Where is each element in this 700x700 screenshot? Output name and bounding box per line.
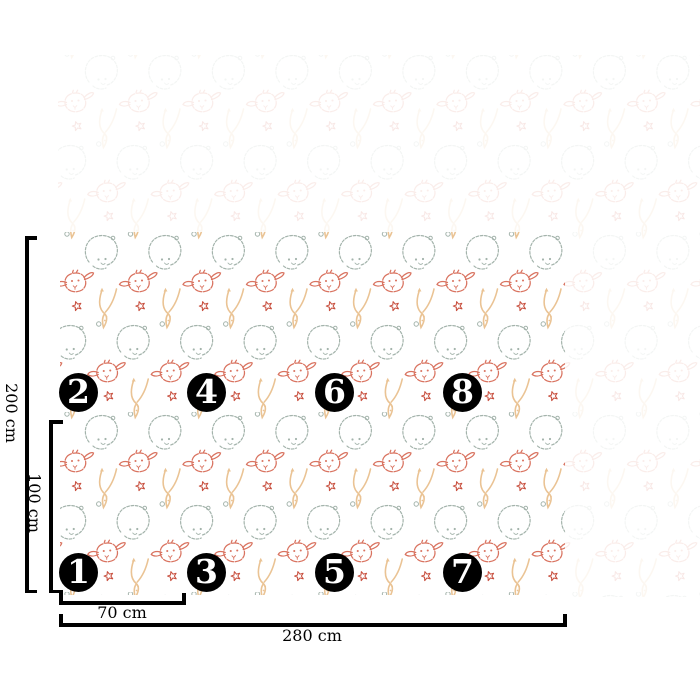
panel-height-bracket <box>49 420 53 593</box>
panel-marker-5: 5 <box>315 553 354 592</box>
panel-height-label: 100 cm <box>25 473 44 533</box>
panel-marker-6: 6 <box>315 373 354 412</box>
panel-width-bracket-left-tick <box>59 593 63 605</box>
panel-marker-4: 4 <box>187 373 226 412</box>
panel-width-bracket-right-tick <box>182 593 186 605</box>
panel-width-label: 70 cm <box>97 603 147 622</box>
panel-marker-4-label: 4 <box>195 372 218 411</box>
panel-marker-5-label: 5 <box>323 552 346 591</box>
total-height-label: 200 cm <box>2 383 21 443</box>
wall-pattern <box>60 232 565 595</box>
panel-marker-3-label: 3 <box>195 552 218 591</box>
panel-height-bracket-bottom-tick <box>49 589 63 593</box>
panel-marker-7: 7 <box>443 553 482 592</box>
panel-width-bracket <box>59 601 186 605</box>
panel-marker-1-label: 1 <box>67 552 90 591</box>
panel-marker-1: 1 <box>59 553 98 592</box>
total-width-label: 280 cm <box>282 626 342 645</box>
panel-height-bracket-top-tick <box>49 420 63 424</box>
panel-marker-2-label: 2 <box>67 372 90 411</box>
panel-marker-8-label: 8 <box>451 372 474 411</box>
total-width-bracket <box>59 623 567 627</box>
overflow-pattern-right <box>565 232 700 597</box>
panel-marker-3: 3 <box>187 553 226 592</box>
total-height-bracket-bottom-tick <box>25 589 37 593</box>
total-height-bracket <box>25 236 29 593</box>
panel-marker-2: 2 <box>59 373 98 412</box>
total-width-bracket-right-tick <box>563 614 567 627</box>
total-width-bracket-left-tick <box>59 614 63 627</box>
panel-marker-8: 8 <box>443 373 482 412</box>
panel-marker-7-label: 7 <box>451 552 474 591</box>
overflow-pattern-top <box>58 55 700 232</box>
total-height-bracket-top-tick <box>25 236 37 240</box>
panel-marker-6-label: 6 <box>323 372 346 411</box>
